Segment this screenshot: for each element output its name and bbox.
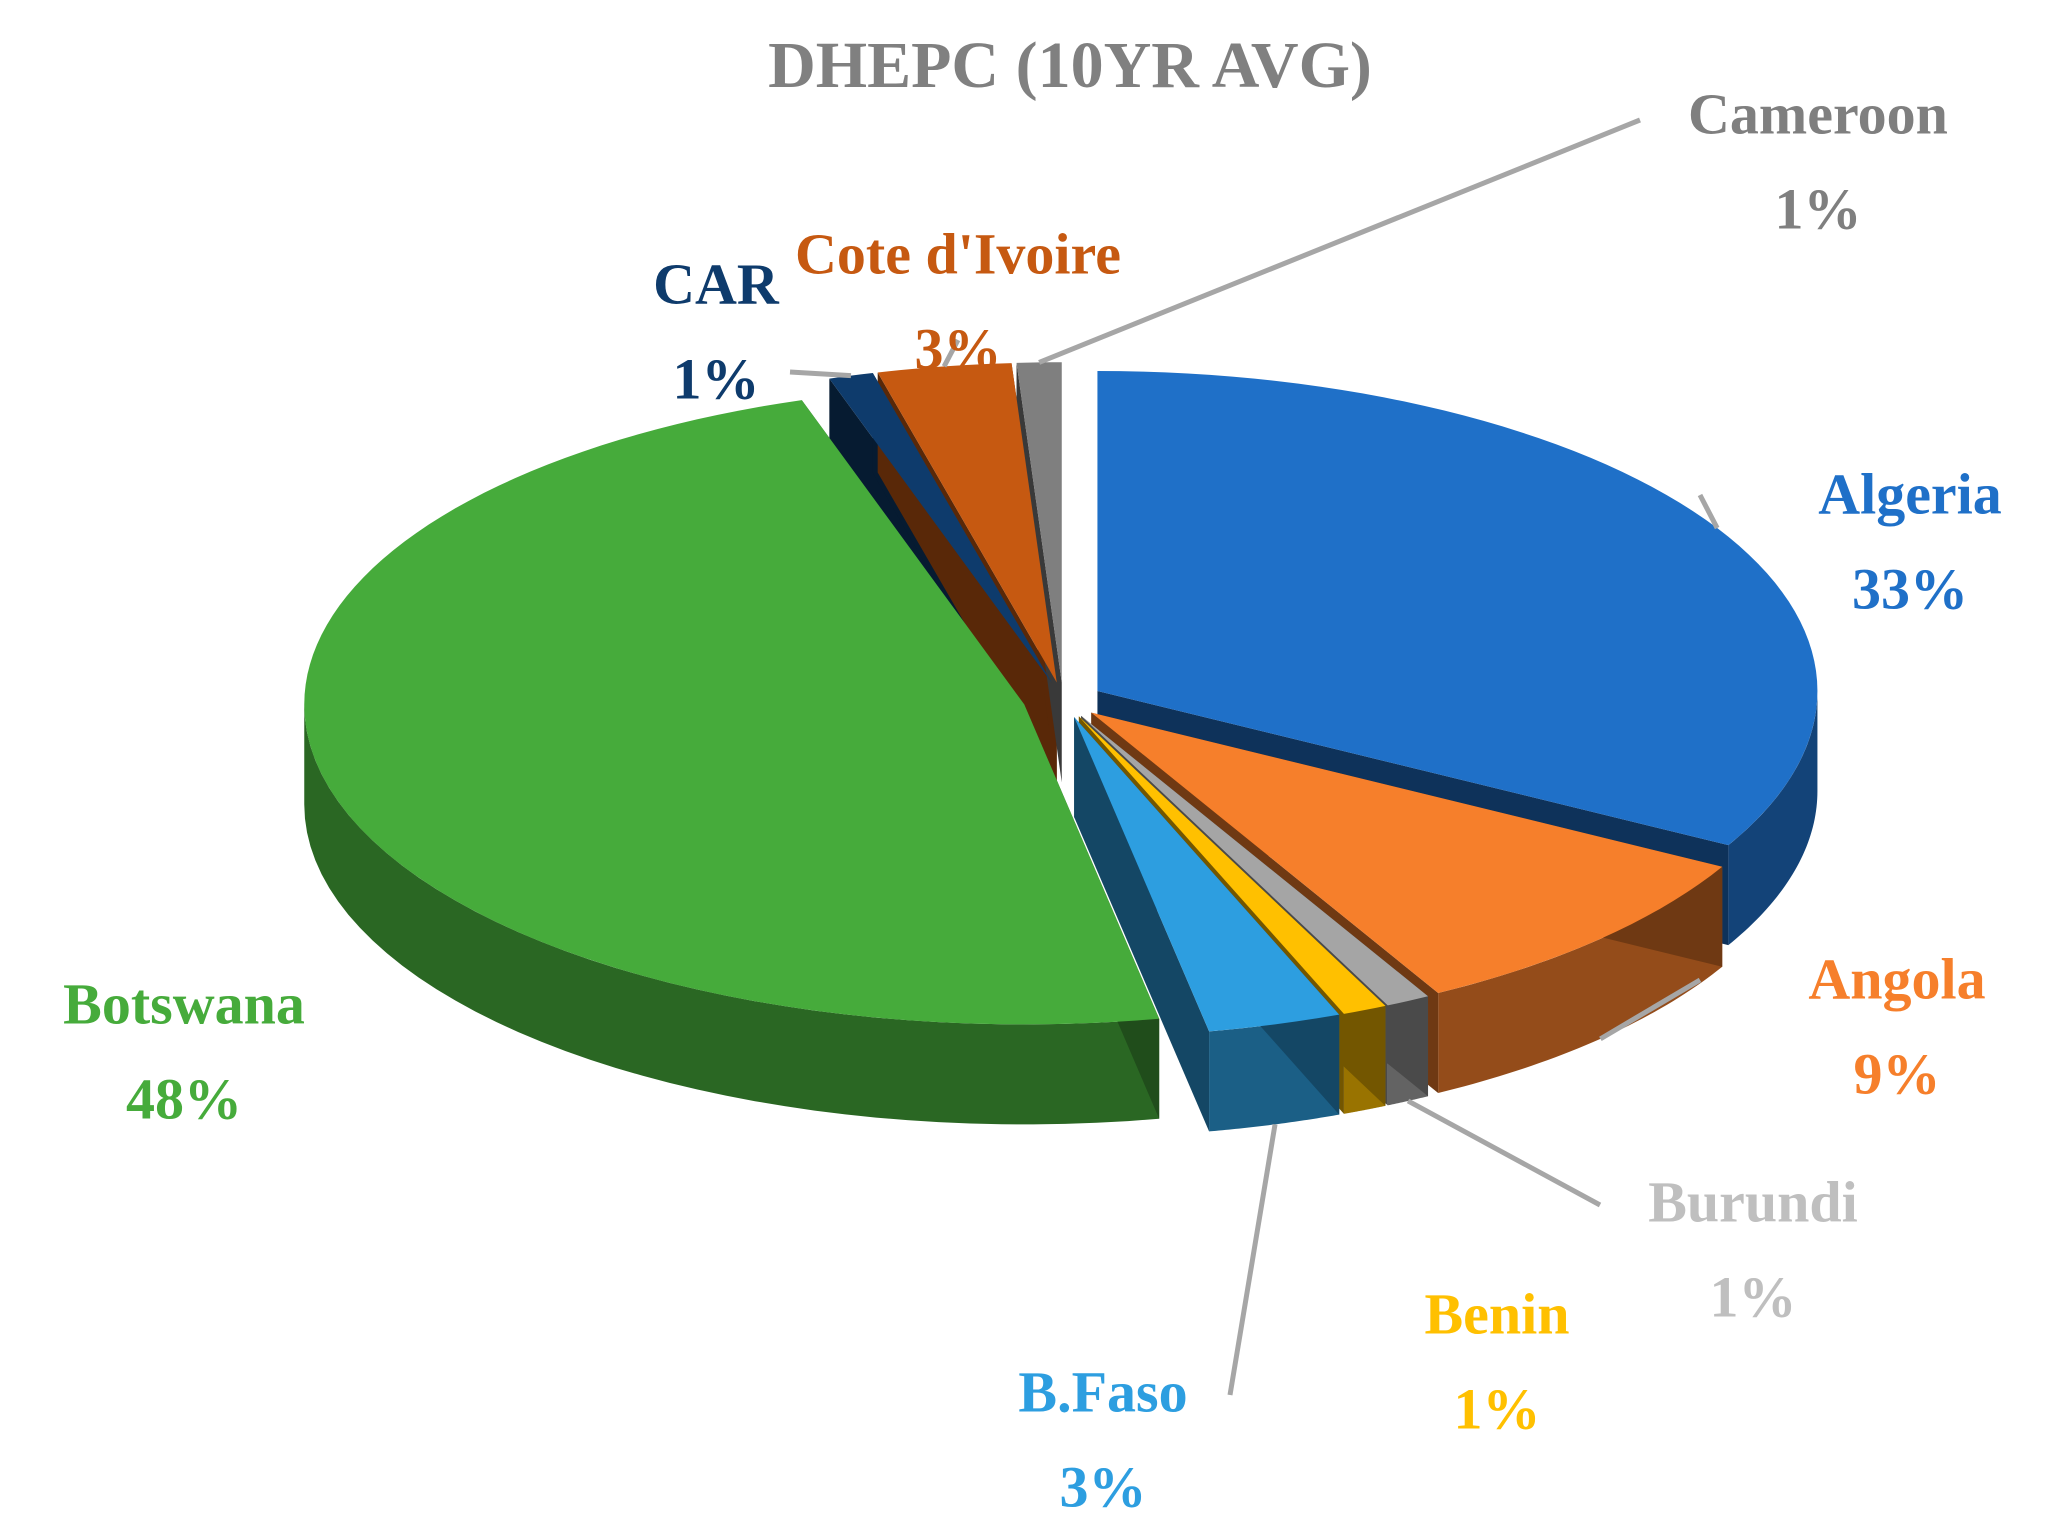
data-label-value: 1% — [1454, 1376, 1541, 1441]
slice — [1091, 712, 1723, 993]
slice — [1097, 370, 1818, 846]
data-label-value: 1% — [1775, 176, 1862, 241]
slice-cut — [1074, 717, 1210, 1132]
leader-line — [1697, 493, 1720, 530]
data-label-name: Angola — [1808, 946, 1985, 1011]
data-label-name: Benin — [1424, 1281, 1569, 1346]
data-label-value: 1% — [673, 346, 760, 411]
data-label-value: 9% — [1854, 1041, 1941, 1106]
leader-line — [1227, 1123, 1278, 1396]
slice-side — [304, 704, 1160, 1125]
data-label-name: CAR — [653, 251, 780, 316]
slice — [304, 400, 1160, 1025]
slice-side — [1728, 690, 1818, 946]
pie-tops — [304, 362, 1818, 1032]
slice — [829, 372, 1052, 683]
leader-line — [941, 338, 961, 368]
data-label-value: 3% — [915, 316, 1002, 381]
data-label-name: B.Faso — [1018, 1359, 1187, 1424]
data-label-value: 33% — [1852, 556, 1968, 621]
slice — [1078, 716, 1386, 1014]
data-label-name: Cameroon — [1688, 81, 1948, 146]
data-label-name: Botswana — [63, 971, 305, 1036]
slice — [877, 363, 1057, 683]
leader-line — [789, 369, 852, 379]
data-label-value: 3% — [1060, 1454, 1147, 1515]
data-label-value: 48% — [126, 1066, 242, 1131]
leader-line — [1406, 1098, 1602, 1208]
slice — [1081, 715, 1429, 1006]
slice — [1074, 717, 1340, 1032]
data-label-name: Cote d'Ivoire — [795, 221, 1121, 286]
slice — [1016, 362, 1062, 683]
data-label-value: 1% — [1710, 1264, 1797, 1329]
chart-title: DHEPC (10YR AVG) — [768, 29, 1372, 102]
data-label-name: Burundi — [1648, 1169, 1858, 1234]
leader-line — [1599, 977, 1702, 1041]
data-label-name: Algeria — [1818, 461, 2002, 526]
leader-line — [1038, 117, 1641, 365]
